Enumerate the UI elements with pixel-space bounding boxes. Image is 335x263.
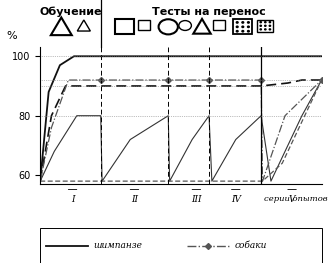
Text: V: V (289, 195, 295, 204)
Text: Тесты на перенос: Тесты на перенос (152, 7, 266, 17)
Text: шимпанзе: шимпанзе (94, 241, 143, 250)
Text: серии опытов: серии опытов (264, 195, 327, 203)
Text: Обучение: Обучение (40, 7, 103, 17)
Text: I: I (71, 195, 74, 204)
Text: собаки: собаки (234, 241, 267, 250)
Y-axis label: %: % (7, 31, 17, 41)
Text: II: II (131, 195, 138, 204)
Text: IV: IV (231, 195, 241, 204)
Text: III: III (191, 195, 202, 204)
Bar (40, 228, 322, 263)
